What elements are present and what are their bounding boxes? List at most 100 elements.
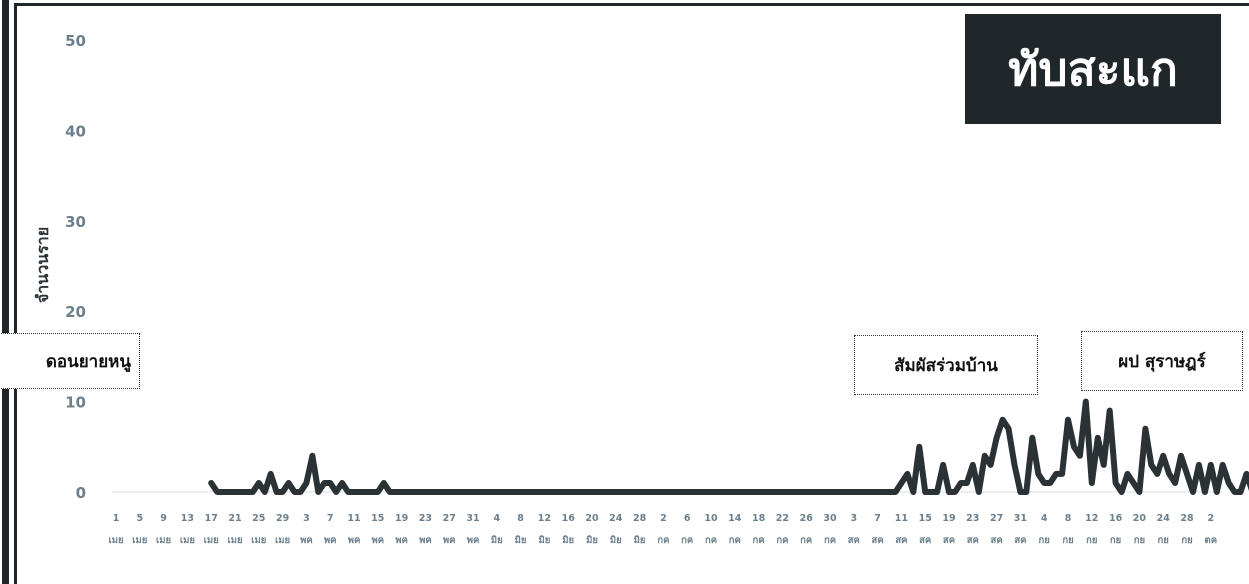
x-tick-month: เมย (251, 535, 266, 546)
x-tick-month: มิย (538, 535, 550, 546)
x-tick-day: 22 (776, 513, 789, 524)
x-tick-day: 10 (704, 513, 718, 524)
x-tick-month: เมย (275, 535, 290, 546)
x-tick-day: 2 (1207, 513, 1214, 524)
y-axis-label: จำนวนราย (33, 227, 52, 303)
y-tick-label: 40 (65, 122, 86, 140)
x-tick-month: สค (872, 535, 884, 546)
x-tick-day: 1 (113, 513, 120, 524)
x-tick-month: มิย (586, 535, 598, 546)
x-tick-day: 7 (327, 513, 334, 524)
annotation-household-contact: สัมผัสร่วมบ้าน (854, 335, 1038, 395)
x-tick-day: 12 (538, 513, 551, 524)
x-tick-month: สค (848, 535, 860, 546)
x-tick-day: 2 (660, 513, 667, 524)
x-tick-day: 3 (850, 513, 857, 524)
x-tick-day: 23 (966, 513, 979, 524)
x-tick-day: 19 (942, 513, 955, 524)
x-tick-day: 14 (728, 513, 742, 524)
x-tick-month: เมย (156, 535, 171, 546)
x-tick-day: 3 (303, 513, 310, 524)
x-tick-month: กย (1110, 535, 1121, 546)
x-tick-day: 30 (823, 513, 837, 524)
x-tick-day: 28 (633, 513, 647, 524)
x-tick-month: กค (657, 535, 669, 546)
x-tick-month: เมย (132, 535, 147, 546)
x-tick-day: 28 (1180, 513, 1194, 524)
x-tick-day: 12 (1085, 513, 1098, 524)
x-tick-day: 26 (800, 513, 814, 524)
x-tick-month: กย (1062, 535, 1073, 546)
x-tick-day: 25 (252, 513, 265, 524)
x-tick-day: 27 (443, 513, 456, 524)
x-tick-month: พค (371, 535, 384, 546)
annotation-surat-patient: ผป สุราษฎร์ (1081, 331, 1243, 391)
x-tick-day: 23 (419, 513, 432, 524)
x-tick-month: พค (324, 535, 337, 546)
x-tick-month: มิย (634, 535, 646, 546)
x-tick-month: พค (443, 535, 456, 546)
x-tick-month: ตค (1205, 535, 1218, 546)
x-tick-day: 21 (228, 513, 241, 524)
x-tick-day: 13 (181, 513, 194, 524)
x-tick-month: มิย (515, 535, 527, 546)
annotation-don-yai-nu: ดอนยายหนู (0, 333, 140, 389)
x-tick-month: กค (753, 535, 765, 546)
y-tick-label: 30 (65, 213, 86, 231)
top-border (14, 3, 1249, 6)
x-tick-month: มิย (562, 535, 574, 546)
x-tick-day: 17 (205, 513, 218, 524)
x-tick-day: 15 (371, 513, 384, 524)
y-tick-label: 20 (65, 303, 86, 321)
x-tick-month: สค (1014, 535, 1026, 546)
x-tick-month: เมย (204, 535, 219, 546)
x-tick-day: 4 (493, 513, 500, 524)
x-tick-day: 6 (684, 513, 691, 524)
x-tick-month: กค (705, 535, 717, 546)
x-tick-day: 11 (895, 513, 908, 524)
y-tick-label: 10 (65, 394, 86, 412)
y-tick-label: 0 (76, 484, 86, 502)
x-tick-month: สค (991, 535, 1003, 546)
x-tick-day: 31 (466, 513, 479, 524)
x-tick-day: 5 (136, 513, 143, 524)
x-tick-month: กค (776, 535, 788, 546)
x-tick-month: พค (300, 535, 313, 546)
x-tick-day: 20 (1133, 513, 1147, 524)
x-tick-day: 8 (1065, 513, 1072, 524)
x-tick-month: เมย (108, 535, 123, 546)
x-tick-day: 31 (1014, 513, 1027, 524)
x-tick-month: กค (800, 535, 812, 546)
x-tick-month: กค (824, 535, 836, 546)
x-tick-month: มิย (610, 535, 622, 546)
x-tick-day: 7 (874, 513, 881, 524)
x-tick-day: 11 (347, 513, 360, 524)
x-tick-day: 20 (585, 513, 599, 524)
x-tick-month: พค (467, 535, 480, 546)
x-tick-month: พค (395, 535, 408, 546)
y-tick-label: 50 (65, 32, 86, 50)
x-tick-month: สค (967, 535, 979, 546)
x-tick-day: 29 (276, 513, 289, 524)
x-tick-month: สค (895, 535, 907, 546)
inner-left-border (14, 3, 17, 584)
series-line (208, 398, 1249, 495)
x-tick-month: เมย (180, 535, 195, 546)
x-tick-month: เมย (227, 535, 242, 546)
x-tick-month: สค (919, 535, 931, 546)
x-tick-day: 8 (517, 513, 524, 524)
x-tick-day: 9 (160, 513, 167, 524)
x-tick-month: พค (348, 535, 361, 546)
x-tick-day: 24 (609, 513, 623, 524)
chart-title: ทับสะแก (965, 14, 1221, 124)
x-tick-month: กย (1158, 535, 1169, 546)
x-tick-month: มิย (491, 535, 503, 546)
x-tick-month: กย (1039, 535, 1050, 546)
x-tick-month: กค (681, 535, 693, 546)
x-tick-day: 19 (395, 513, 408, 524)
x-tick-day: 27 (990, 513, 1003, 524)
x-tick-month: กย (1134, 535, 1145, 546)
x-tick-month: พค (419, 535, 432, 546)
